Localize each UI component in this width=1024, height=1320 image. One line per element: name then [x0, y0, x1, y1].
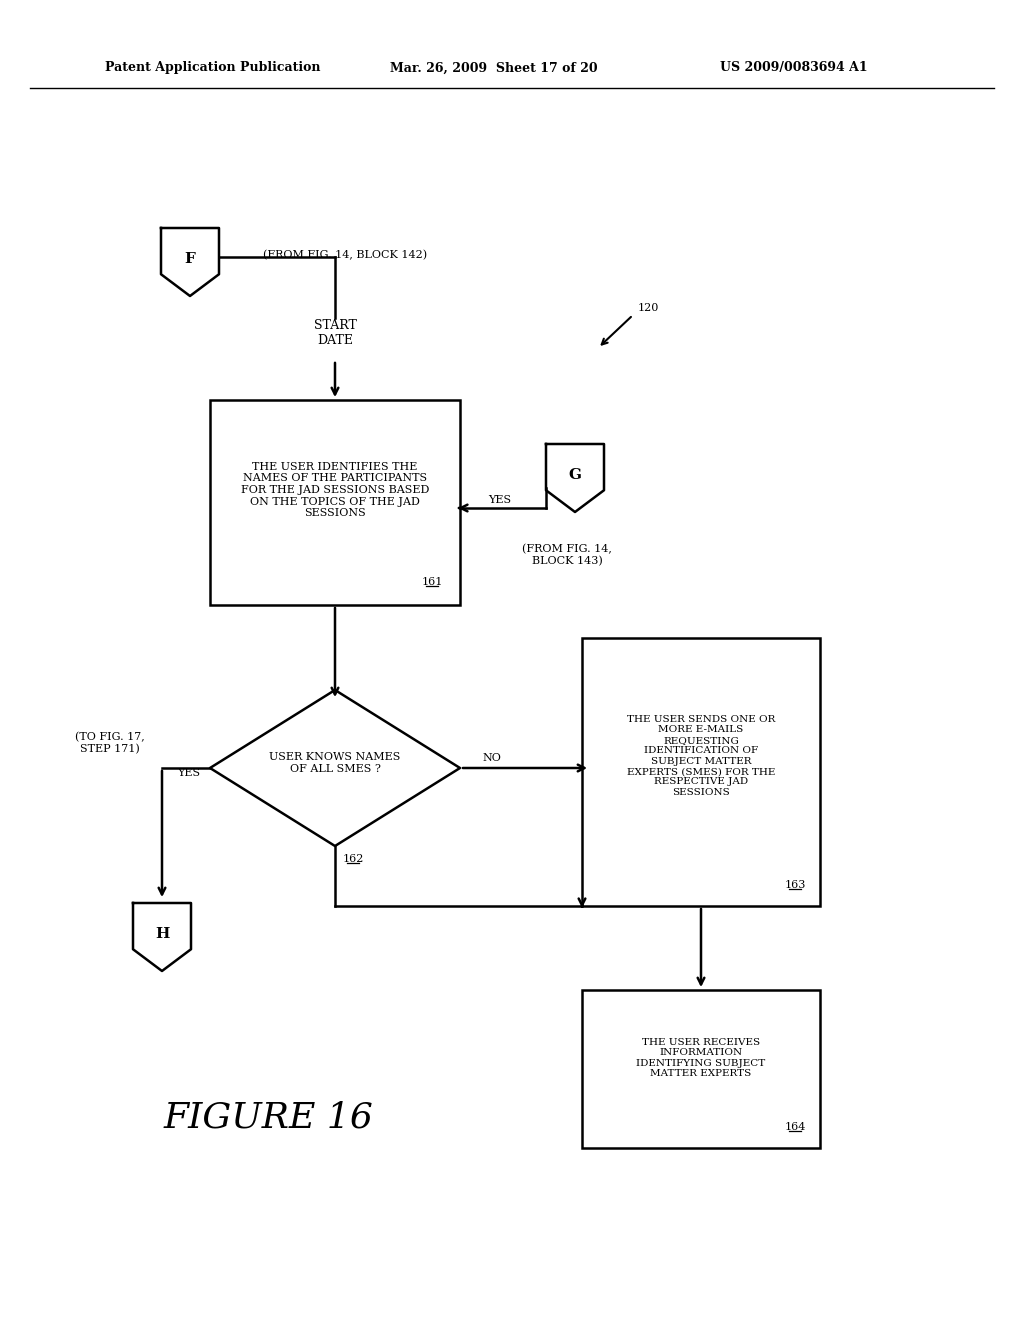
- Bar: [210, 400, 460, 605]
- Text: H: H: [155, 927, 169, 941]
- Text: NO: NO: [482, 752, 501, 763]
- Text: 120: 120: [638, 304, 659, 313]
- Text: Patent Application Publication: Patent Application Publication: [105, 62, 321, 74]
- Text: YES: YES: [488, 495, 512, 506]
- Text: THE USER IDENTIFIES THE
NAMES OF THE PARTICIPANTS
FOR THE JAD SESSIONS BASED
ON : THE USER IDENTIFIES THE NAMES OF THE PAR…: [241, 462, 429, 519]
- Text: F: F: [184, 252, 196, 265]
- Polygon shape: [546, 444, 604, 512]
- Bar: [582, 638, 820, 906]
- Text: FIGURE 16: FIGURE 16: [163, 1101, 373, 1135]
- Text: THE USER RECEIVES
INFORMATION
IDENTIFYING SUBJECT
MATTER EXPERTS: THE USER RECEIVES INFORMATION IDENTIFYIN…: [636, 1038, 766, 1078]
- Text: US 2009/0083694 A1: US 2009/0083694 A1: [720, 62, 867, 74]
- Text: 164: 164: [784, 1122, 806, 1133]
- Polygon shape: [161, 228, 219, 296]
- Text: G: G: [568, 467, 582, 482]
- Text: 162: 162: [342, 854, 364, 865]
- Bar: [582, 990, 820, 1148]
- Polygon shape: [133, 903, 191, 972]
- Text: Mar. 26, 2009  Sheet 17 of 20: Mar. 26, 2009 Sheet 17 of 20: [390, 62, 598, 74]
- Text: (TO FIG. 17,
STEP 171): (TO FIG. 17, STEP 171): [75, 731, 144, 754]
- Text: USER KNOWS NAMES
OF ALL SMES ?: USER KNOWS NAMES OF ALL SMES ?: [269, 752, 400, 774]
- Polygon shape: [210, 690, 460, 846]
- Text: THE USER SENDS ONE OR
MORE E-MAILS
REQUESTING
IDENTIFICATION OF
SUBJECT MATTER
E: THE USER SENDS ONE OR MORE E-MAILS REQUE…: [627, 715, 775, 797]
- Text: (FROM FIG. 14, BLOCK 142): (FROM FIG. 14, BLOCK 142): [263, 249, 427, 260]
- Text: 163: 163: [784, 880, 806, 890]
- Text: YES: YES: [177, 768, 200, 777]
- Text: 161: 161: [421, 577, 442, 587]
- Text: (FROM FIG. 14,
BLOCK 143): (FROM FIG. 14, BLOCK 143): [522, 544, 612, 566]
- Text: START
DATE: START DATE: [313, 319, 356, 347]
